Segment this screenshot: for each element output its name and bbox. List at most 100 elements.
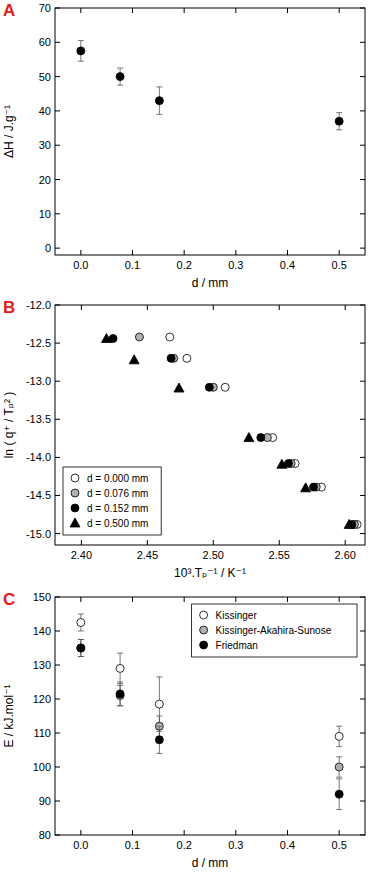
error-cap — [117, 682, 123, 683]
point — [155, 736, 163, 744]
x-tick-label: 0.1 — [125, 839, 140, 851]
panel: 2.402.452.502.552.60-12.0-12.5-13.0-13.5… — [2, 298, 365, 580]
panel-title: B — [3, 298, 15, 317]
x-tick — [235, 830, 236, 835]
legend-label: Kissinger-Akahira-Sunose — [216, 625, 332, 636]
error-cap — [336, 756, 342, 757]
y-tick — [55, 665, 60, 666]
legend-label: d = 0.000 mm — [87, 473, 148, 484]
y-tick — [55, 248, 60, 249]
error-bar — [156, 677, 162, 731]
plot-frame — [55, 305, 365, 545]
error-cap — [336, 778, 342, 779]
point — [277, 459, 287, 468]
legend-marker — [71, 489, 79, 497]
y-tick-label: 150 — [33, 591, 51, 603]
x-tick — [81, 540, 82, 545]
x-tick-label: 2.40 — [71, 549, 92, 561]
x-tick — [147, 305, 148, 310]
error-cap — [336, 777, 342, 778]
plot-frame — [55, 8, 365, 255]
y-tick — [360, 76, 365, 77]
legend-label: d = 0.500 mm — [87, 518, 148, 529]
legend: KissingerKissinger-Akahira-SunoseFriedma… — [192, 604, 357, 657]
x-tick — [235, 250, 236, 255]
point — [221, 383, 229, 391]
point — [77, 47, 85, 55]
x-axis-label: 10³.Tₚ⁻¹ / K⁻¹ — [174, 566, 246, 580]
y-tick-label: -12.5 — [26, 337, 51, 349]
y-tick — [55, 76, 60, 77]
x-tick-label: 0.5 — [332, 839, 347, 851]
error-cap — [78, 656, 84, 657]
error-cap — [336, 112, 342, 113]
legend-label: d = 0.152 mm — [87, 503, 148, 514]
x-tick — [184, 250, 185, 255]
point — [77, 619, 85, 627]
y-tick — [55, 495, 60, 496]
x-tick — [213, 540, 214, 545]
point — [155, 97, 163, 105]
y-tick-label: -14.5 — [26, 489, 51, 501]
point — [167, 354, 175, 362]
x-tick — [339, 8, 340, 13]
point — [301, 483, 311, 492]
legend-label: Kissinger — [216, 610, 258, 621]
y-axis-label: ΔH / J.g⁻¹ — [2, 105, 16, 158]
y-tick-label: 60 — [39, 36, 51, 48]
error-cap — [78, 614, 84, 615]
x-tick — [132, 8, 133, 13]
y-tick — [55, 381, 60, 382]
error-cap — [336, 746, 342, 747]
x-tick-label: 2.55 — [269, 549, 290, 561]
error-cap — [156, 726, 162, 727]
panel: 0.00.10.20.30.40.5010203040506070d / mmΔ… — [2, 1, 365, 290]
x-tick — [184, 8, 185, 13]
x-tick — [184, 830, 185, 835]
legend-marker — [71, 504, 79, 512]
point — [77, 644, 85, 652]
error-cap — [336, 129, 342, 130]
y-tick-label: 70 — [39, 2, 51, 14]
y-tick-label: 50 — [39, 71, 51, 83]
x-tick-label: 0.5 — [332, 259, 347, 271]
y-tick — [55, 767, 60, 768]
legend-marker — [200, 641, 208, 649]
error-bar — [117, 682, 123, 706]
x-axis-label: d / mm — [192, 856, 229, 870]
y-tick-label: 0 — [45, 242, 51, 254]
legend-marker — [200, 611, 208, 619]
series — [77, 640, 343, 778]
point — [135, 333, 143, 341]
y-tick-label: 80 — [39, 829, 51, 841]
error-bar — [336, 757, 342, 777]
y-tick — [360, 381, 365, 382]
error-cap — [78, 61, 84, 62]
point — [129, 355, 139, 364]
x-tick — [132, 250, 133, 255]
point — [244, 433, 254, 442]
y-tick-label: 110 — [33, 727, 51, 739]
y-tick-label: -13.5 — [26, 413, 51, 425]
y-tick-label: 120 — [33, 693, 51, 705]
y-tick — [55, 597, 60, 598]
x-tick — [81, 305, 82, 310]
error-cap — [117, 85, 123, 86]
y-tick — [360, 179, 365, 180]
x-tick — [80, 830, 81, 835]
error-cap — [117, 705, 123, 706]
y-tick — [360, 145, 365, 146]
error-bar — [78, 640, 84, 657]
y-tick — [55, 419, 60, 420]
error-bar — [78, 614, 84, 631]
legend-marker — [200, 626, 208, 634]
error-cap — [117, 653, 123, 654]
y-tick — [360, 733, 365, 734]
point — [101, 334, 111, 343]
y-tick — [360, 343, 365, 344]
series — [166, 333, 361, 528]
x-tick — [339, 250, 340, 255]
y-tick — [360, 665, 365, 666]
y-tick — [360, 767, 365, 768]
error-bar — [117, 68, 123, 85]
